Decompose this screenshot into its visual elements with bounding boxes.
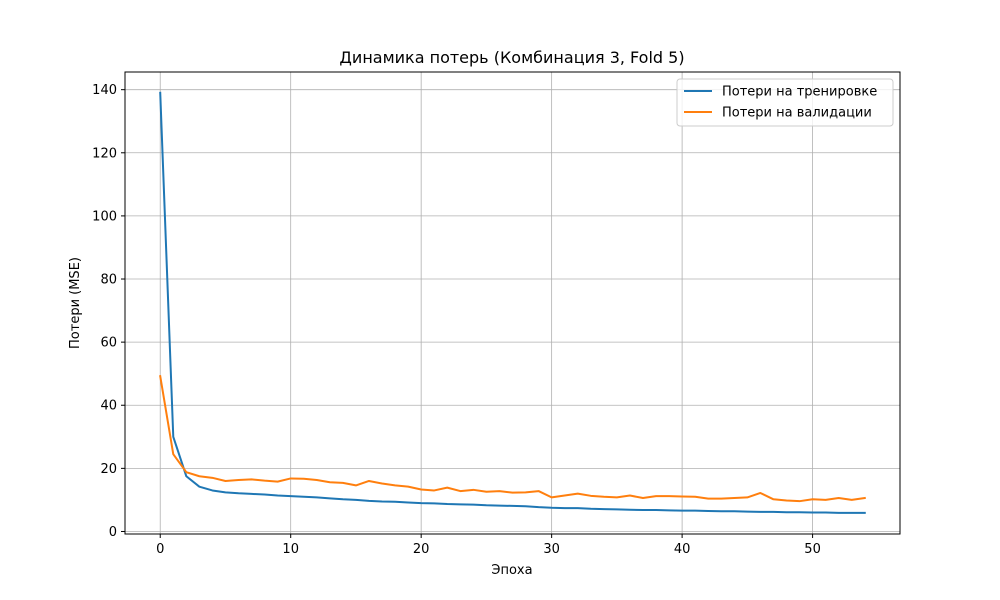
plot-frame [124,71,901,535]
y-tick-label: 100 [92,209,117,224]
chart-title: Динамика потерь (Комбинация 3, Fold 5) [339,48,684,67]
x-tick-label: 50 [804,542,821,557]
x-tick-label: 10 [282,542,299,557]
validation-loss-line [159,375,866,503]
legend: Потери на тренировке Потери на валидации [676,78,894,127]
x-axis-label: Эпоха [491,563,532,578]
y-tick-label: 60 [100,336,117,351]
y-axis-label: Потери (MSE) [68,257,83,349]
y-tick-label: 40 [100,399,117,414]
y-tick-label: 0 [109,525,117,540]
grid [125,72,900,534]
legend-label-validation: Потери на валидации [722,106,872,121]
x-tick-label: 20 [413,542,430,557]
x-tick-label: 0 [156,542,164,557]
y-tick-label: 120 [92,146,117,161]
x-tick-label: 40 [674,542,691,557]
train-loss-line [159,91,866,514]
series-lines [159,91,866,514]
y-tick-label: 20 [100,462,117,477]
x-tick-label: 30 [543,542,560,557]
legend-label-train: Потери на тренировке [722,85,877,100]
legend-box [676,78,894,127]
y-tick-label: 140 [92,83,117,98]
y-tick-label: 80 [100,273,117,288]
axis-ticks: 0 10 20 30 40 50 0 20 40 60 80 100 120 140 [92,83,821,557]
